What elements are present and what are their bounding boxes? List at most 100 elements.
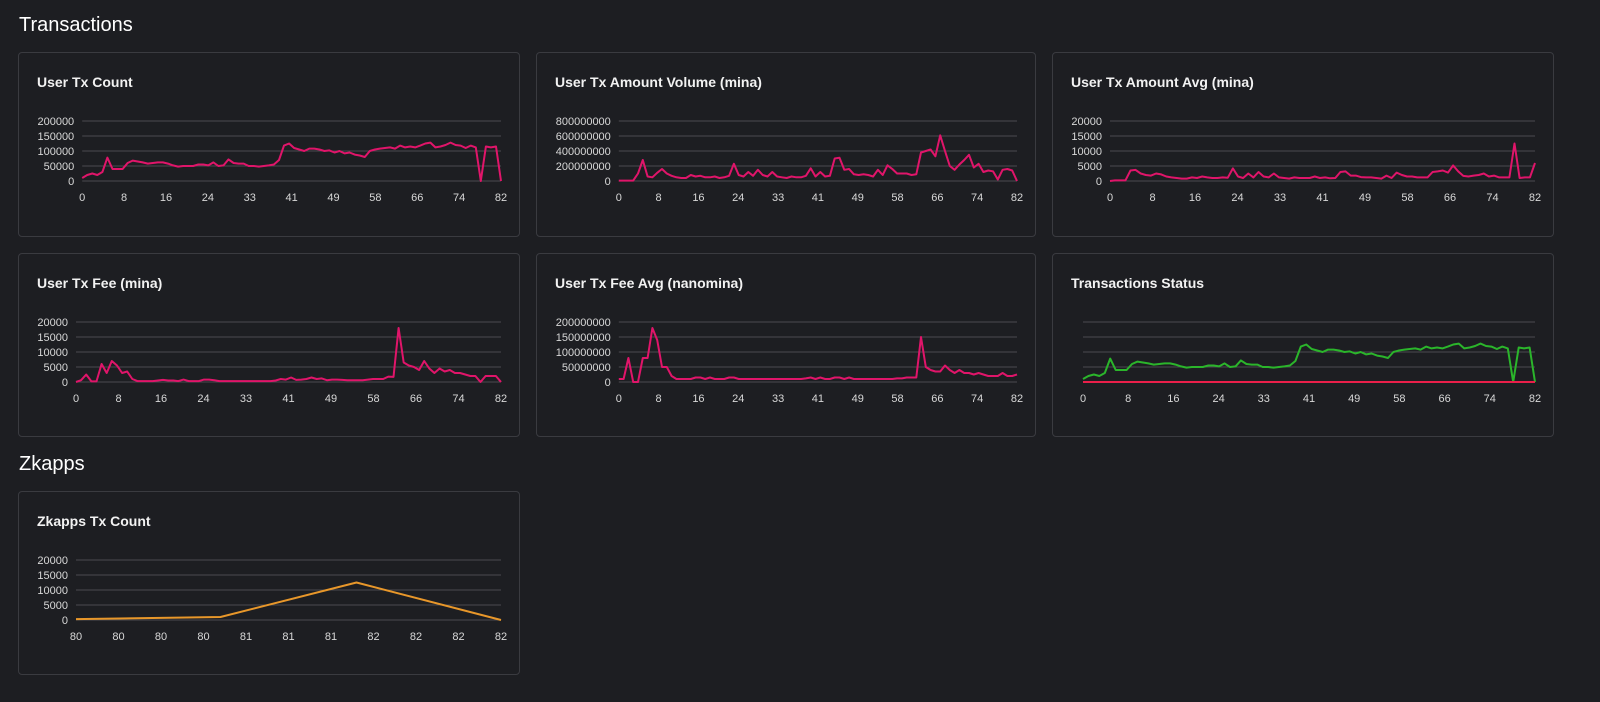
x-tick-label: 8 bbox=[1149, 192, 1155, 204]
x-tick-label: 82 bbox=[1529, 393, 1541, 405]
x-tick-label: 82 bbox=[1529, 192, 1541, 204]
x-tick-label: 66 bbox=[1444, 192, 1456, 204]
x-tick-label: 80 bbox=[112, 631, 124, 643]
series-line-0[interactable] bbox=[618, 134, 1018, 182]
panel-title: User Tx Amount Avg (mina) bbox=[1071, 74, 1254, 90]
series-line-0[interactable] bbox=[81, 141, 502, 182]
y-tick-label: 200000000 bbox=[556, 317, 611, 329]
x-tick-label: 41 bbox=[1316, 192, 1328, 204]
x-tick-label: 0 bbox=[73, 393, 79, 405]
x-tick-label: 8 bbox=[1125, 393, 1131, 405]
y-tick-label: 20000 bbox=[37, 317, 68, 329]
y-tick-label: 0 bbox=[62, 615, 68, 627]
panel-title: User Tx Fee (mina) bbox=[37, 275, 163, 291]
x-tick-label: 66 bbox=[1438, 393, 1450, 405]
x-tick-label: 16 bbox=[1189, 192, 1201, 204]
x-tick-label: 33 bbox=[240, 393, 252, 405]
x-tick-label: 8 bbox=[121, 192, 127, 204]
x-tick-label: 8 bbox=[656, 192, 662, 204]
y-tick-label: 5000 bbox=[44, 600, 68, 612]
x-tick-label: 58 bbox=[1401, 192, 1413, 204]
x-tick-label: 41 bbox=[812, 393, 824, 405]
y-tick-label: 0 bbox=[605, 377, 611, 389]
x-tick-label: 74 bbox=[453, 192, 465, 204]
y-tick-label: 5000 bbox=[1078, 161, 1102, 173]
chart-svg: 0 5000 10000 15000 20000 80 80 80 80 81 81 81 82 82 82… bbox=[37, 555, 507, 643]
x-tick-label: 82 bbox=[1011, 192, 1023, 204]
panel-user-tx-amount-volume[interactable]: User Tx Amount Volume (mina) 0 200000000 4… bbox=[536, 52, 1036, 237]
y-tick-label: 0 bbox=[62, 377, 68, 389]
x-tick-label: 74 bbox=[1484, 393, 1496, 405]
x-tick-label: 66 bbox=[411, 192, 423, 204]
x-tick-label: 8 bbox=[115, 393, 121, 405]
x-tick-label: 24 bbox=[732, 393, 744, 405]
x-tick-label: 81 bbox=[240, 631, 252, 643]
chart-svg: 0 200000000 400000000 600000000 800000000 0 8 1… bbox=[556, 116, 1023, 204]
x-tick-label: 0 bbox=[1107, 192, 1113, 204]
panel-title: Transactions Status bbox=[1071, 275, 1205, 291]
panel-zkapps-tx-count[interactable]: Zkapps Tx Count 0 5000 10000 15000 20000 80 80… bbox=[18, 491, 520, 675]
y-tick-label: 100000000 bbox=[556, 347, 611, 359]
y-tick-label: 200000 bbox=[37, 116, 74, 128]
series-line-0[interactable] bbox=[618, 327, 1018, 383]
x-tick-label: 74 bbox=[1486, 192, 1498, 204]
panel-user-tx-amount-avg[interactable]: User Tx Amount Avg (mina) 0 5000 10000 1500… bbox=[1052, 52, 1554, 237]
chart-svg: 0 8 16 24 33 41 49 58 66 74 82 bbox=[1080, 321, 1541, 405]
x-tick-label: 80 bbox=[155, 631, 167, 643]
x-tick-label: 66 bbox=[931, 393, 943, 405]
x-tick-label: 58 bbox=[367, 393, 379, 405]
x-tick-label: 49 bbox=[327, 192, 339, 204]
y-tick-label: 10000 bbox=[1071, 146, 1102, 158]
x-tick-label: 58 bbox=[891, 393, 903, 405]
section-title-transactions: Transactions bbox=[19, 14, 133, 36]
series-line-0[interactable] bbox=[75, 581, 502, 621]
x-tick-label: 82 bbox=[495, 192, 507, 204]
panel-title: User Tx Amount Volume (mina) bbox=[555, 74, 762, 90]
series-line-0[interactable] bbox=[1109, 142, 1536, 182]
x-tick-label: 80 bbox=[197, 631, 209, 643]
x-tick-label: 41 bbox=[285, 192, 297, 204]
x-tick-label: 82 bbox=[495, 631, 507, 643]
y-tick-label: 10000 bbox=[37, 347, 68, 359]
panel-user-tx-fee-avg[interactable]: User Tx Fee Avg (nanomina) 0 50000000 1000… bbox=[536, 253, 1036, 437]
x-tick-label: 0 bbox=[1080, 393, 1086, 405]
x-tick-label: 33 bbox=[1274, 192, 1286, 204]
chart-svg: 0 5000 10000 15000 20000 0 8 16 24 33 41 49 58 66 74 82 bbox=[1071, 116, 1541, 204]
x-tick-label: 24 bbox=[197, 393, 209, 405]
panel-transactions-status[interactable]: Transactions Status 0 8 16 24 33 41 49 58 66 74 82 bbox=[1052, 253, 1554, 437]
x-tick-label: 0 bbox=[616, 393, 622, 405]
x-tick-label: 33 bbox=[772, 393, 784, 405]
y-tick-label: 5000 bbox=[44, 362, 68, 374]
y-tick-label: 0 bbox=[1096, 176, 1102, 188]
series-line-0[interactable] bbox=[75, 327, 502, 383]
series-line-0[interactable] bbox=[1082, 342, 1536, 383]
y-tick-label: 600000000 bbox=[556, 131, 611, 143]
x-tick-label: 74 bbox=[452, 393, 464, 405]
x-tick-label: 41 bbox=[812, 192, 824, 204]
x-tick-label: 0 bbox=[79, 192, 85, 204]
section-title-zkapps: Zkapps bbox=[19, 453, 85, 475]
panel-user-tx-fee[interactable]: User Tx Fee (mina) 0 5000 10000 15000 20000 0… bbox=[18, 253, 520, 437]
x-tick-label: 8 bbox=[656, 393, 662, 405]
x-tick-label: 49 bbox=[1348, 393, 1360, 405]
x-tick-label: 82 bbox=[495, 393, 507, 405]
x-tick-label: 33 bbox=[1258, 393, 1270, 405]
y-tick-label: 15000 bbox=[1071, 131, 1102, 143]
chart-svg: 0 5000 10000 15000 20000 0 8 16 24 33 41 49 58 66 74 82 bbox=[37, 317, 507, 405]
x-tick-label: 82 bbox=[1011, 393, 1023, 405]
x-tick-label: 80 bbox=[70, 631, 82, 643]
chart-svg: 0 50000 100000 150000 200000 0 8 16 24 33 41 49 58 66… bbox=[37, 116, 507, 204]
y-tick-label: 100000 bbox=[37, 146, 74, 158]
y-tick-label: 20000 bbox=[1071, 116, 1102, 128]
x-tick-label: 74 bbox=[971, 393, 983, 405]
x-tick-label: 82 bbox=[452, 631, 464, 643]
y-tick-label: 50000000 bbox=[562, 362, 611, 374]
x-tick-label: 33 bbox=[244, 192, 256, 204]
x-tick-label: 49 bbox=[325, 393, 337, 405]
chart-svg: 0 50000000 100000000 150000000 200000000 0 8 16… bbox=[556, 317, 1023, 405]
x-tick-label: 49 bbox=[852, 393, 864, 405]
x-tick-label: 24 bbox=[732, 192, 744, 204]
y-tick-label: 15000 bbox=[37, 332, 68, 344]
panel-user-tx-count[interactable]: User Tx Count 0 50000 100000 150000 200000 0 8… bbox=[18, 52, 520, 237]
x-tick-label: 66 bbox=[931, 192, 943, 204]
